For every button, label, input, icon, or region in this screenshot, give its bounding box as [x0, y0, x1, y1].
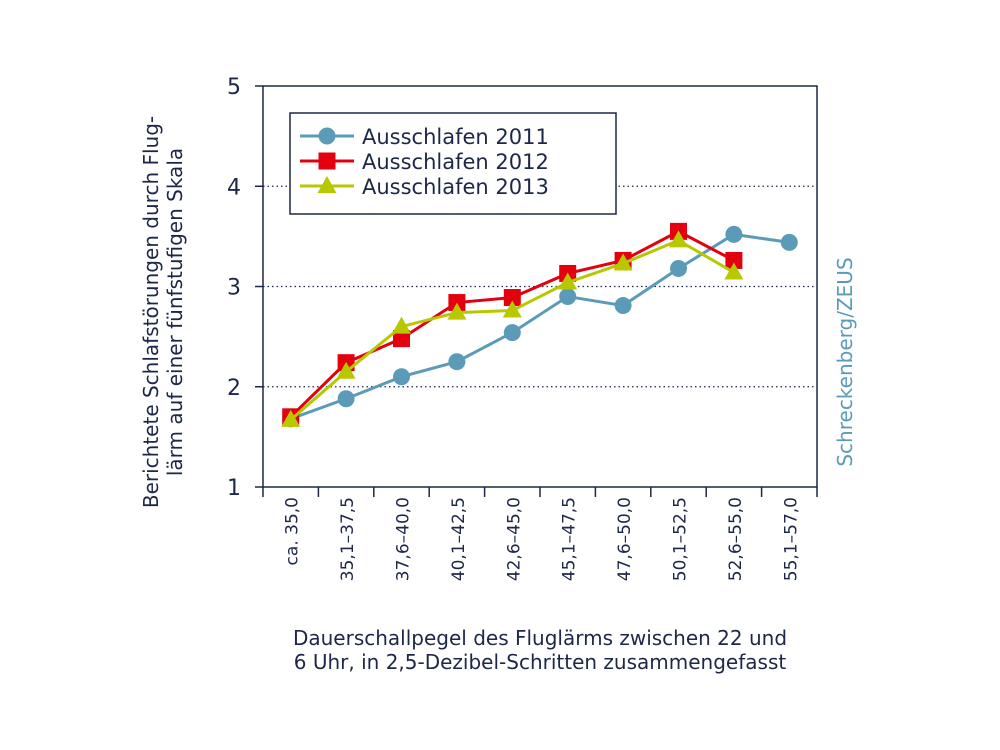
x-tick-label: ca. 35,0: [283, 497, 303, 565]
y-tick-label: 4: [227, 175, 241, 200]
data-point-2011: [448, 353, 466, 371]
legend-marker: [318, 152, 336, 170]
y-tick-label: 1: [227, 476, 241, 501]
legend-label: Ausschlafen 2012: [362, 150, 549, 174]
data-point-2011: [670, 259, 687, 277]
legend-label: Ausschlafen 2013: [362, 175, 549, 199]
x-tick-label: 40,1–42,5: [449, 497, 469, 581]
data-point-2013: [336, 361, 356, 379]
data-point-2011: [780, 233, 798, 251]
data-point-2011: [725, 225, 743, 243]
data-point-2012: [393, 330, 410, 348]
legend-marker: [317, 176, 337, 193]
data-point-2012: [503, 289, 521, 307]
y-tick-label: 3: [227, 276, 241, 301]
x-tick-label: 45,1–47,5: [560, 497, 580, 581]
data-point-2011: [559, 288, 577, 306]
y-axis-title: Berichtete Schlafstörungen durch Flug-: [139, 116, 163, 508]
legend-label: Ausschlafen 2011: [362, 125, 549, 149]
data-point-2011: [503, 324, 521, 342]
data-point-2013: [447, 302, 467, 320]
x-tick-label: 55,1–57,0: [781, 497, 801, 581]
x-tick-label: 37,6–40,0: [394, 497, 414, 581]
x-tick-label: 47,6–50,0: [615, 497, 635, 581]
data-point-2013: [724, 262, 744, 280]
x-axis-title: 6 Uhr, in 2,5-Dezibel-Schritten zusammen…: [294, 650, 787, 674]
x-tick-label: 42,6–45,0: [504, 497, 524, 581]
x-axis-title: Dauerschallpegel des Fluglärms zwischen …: [293, 626, 787, 650]
x-tick-label: 50,1–52,5: [671, 497, 691, 581]
y-axis-title: lärm auf einer fünfstufigen Skala: [163, 148, 187, 476]
data-point-2013: [281, 409, 301, 427]
data-point-2013: [558, 272, 578, 290]
legend-marker: [318, 127, 336, 145]
credit-label: Schreckenberg/ZEUS: [833, 257, 857, 466]
legend-box: [289, 112, 617, 215]
x-tick-label: 52,6–55,0: [726, 497, 746, 581]
data-point-2011: [337, 390, 355, 408]
y-tick-label: 5: [227, 75, 241, 100]
y-tick-label: 2: [227, 376, 241, 401]
data-point-2012: [448, 294, 466, 312]
data-point-2012: [725, 251, 743, 269]
data-point-2011: [614, 297, 632, 315]
data-point-2013: [669, 230, 688, 248]
series-line-2011: [290, 232, 790, 421]
data-point-2011: [393, 368, 410, 386]
x-tick-label: 35,1–37,5: [338, 497, 358, 581]
data-point-2013: [613, 253, 633, 271]
data-point-2013: [502, 300, 522, 318]
data-point-2013: [392, 316, 411, 334]
series-line-2012: [289, 229, 735, 418]
